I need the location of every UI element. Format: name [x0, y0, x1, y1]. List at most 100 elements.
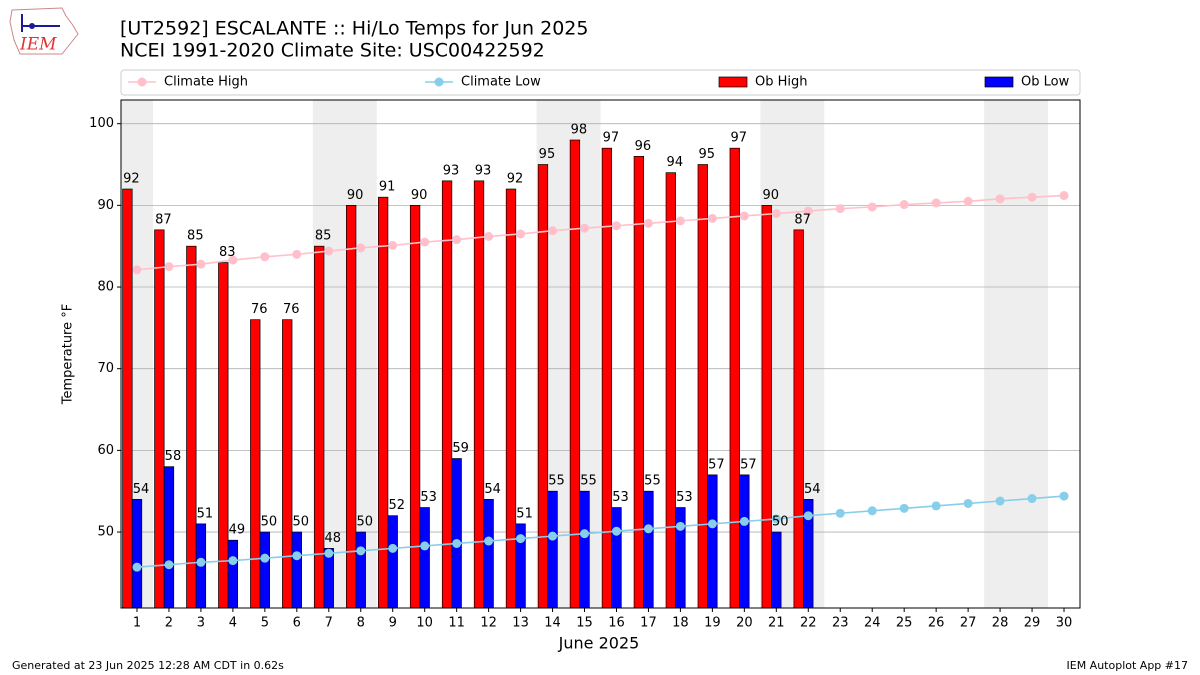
bar [259, 531, 270, 608]
data-label: 85 [315, 229, 332, 244]
marker [643, 524, 653, 534]
marker [548, 531, 558, 541]
x-tick-label: 23 [832, 616, 849, 631]
bar [227, 539, 239, 608]
marker [260, 252, 270, 262]
marker [739, 211, 749, 221]
marker [995, 194, 1005, 204]
marker [452, 235, 462, 245]
marker [228, 556, 238, 566]
marker [228, 255, 238, 265]
bar [803, 499, 814, 608]
marker [420, 541, 430, 551]
y-tick-label: 80 [97, 280, 114, 295]
y-tick-label: 60 [97, 443, 114, 458]
x-tick-label: 6 [293, 616, 301, 631]
x-tick-label: 13 [512, 616, 529, 631]
bar [697, 164, 708, 608]
legend-swatch [718, 76, 748, 88]
marker [675, 216, 685, 226]
legend-label: Climate Low [461, 75, 541, 90]
x-tick-label: 18 [672, 616, 689, 631]
bar [547, 490, 558, 608]
marker [803, 511, 813, 521]
logo-icon [29, 23, 35, 29]
weekend-band [984, 100, 1049, 608]
legend-label: Ob Low [1021, 75, 1070, 90]
bar [579, 490, 590, 608]
data-label: 58 [165, 449, 182, 464]
marker [164, 262, 174, 272]
data-label: 53 [420, 490, 437, 505]
x-tick-label: 1 [133, 616, 141, 631]
data-label: 51 [516, 506, 533, 521]
axes-frame [120, 99, 1081, 609]
x-tick-label: 14 [544, 616, 561, 631]
bar [346, 205, 357, 608]
plot-area [122, 139, 1069, 608]
logo-outline [9, 7, 79, 55]
bar [186, 245, 197, 608]
marker [516, 229, 526, 239]
bar [611, 507, 622, 608]
x-tick-label: 25 [896, 616, 913, 631]
marker [132, 562, 142, 572]
x-tick-label: 2 [165, 616, 173, 631]
data-label: 54 [804, 482, 821, 497]
x-tick-label: 17 [640, 616, 657, 631]
data-label: 52 [388, 498, 405, 513]
marker [835, 204, 845, 214]
x-tick-label: 15 [576, 616, 593, 631]
marker [899, 200, 909, 210]
marker [643, 218, 653, 228]
x-tick-label: 8 [357, 616, 365, 631]
data-label: 55 [548, 474, 565, 489]
marker [963, 498, 973, 508]
marker [963, 196, 973, 206]
data-label: 50 [261, 515, 278, 530]
data-label: 53 [612, 490, 629, 505]
marker [580, 529, 590, 539]
x-tick-label: 16 [608, 616, 625, 631]
data-label: 57 [708, 457, 725, 472]
marker [548, 226, 558, 236]
marker [771, 209, 781, 219]
data-label: 95 [699, 147, 716, 162]
x-tick-label: 20 [736, 616, 753, 631]
marker [707, 213, 717, 223]
x-tick-label: 10 [416, 616, 433, 631]
y-tick-label: 90 [97, 198, 114, 213]
marker [452, 538, 462, 548]
data-label: 96 [635, 139, 652, 154]
marker [164, 560, 174, 570]
bar [314, 245, 325, 608]
logo: IEM [9, 7, 79, 55]
marker [899, 503, 909, 513]
bar [473, 180, 485, 608]
x-tick-label: 27 [960, 616, 977, 631]
bar [409, 205, 421, 608]
data-label: 50 [293, 515, 310, 530]
data-label: 92 [507, 172, 524, 187]
marker [739, 516, 749, 526]
x-tick-label: 26 [928, 616, 945, 631]
data-label: 76 [283, 302, 300, 317]
marker [420, 237, 430, 247]
y-axis-label: Temperature °F [61, 304, 76, 405]
data-label: 93 [475, 163, 492, 178]
y-tick-label: 70 [97, 361, 114, 376]
x-tick-label: 30 [1056, 616, 1073, 631]
marker [388, 240, 398, 250]
marker [484, 231, 494, 241]
bar [505, 188, 517, 608]
marker [675, 521, 685, 531]
bar [569, 139, 581, 608]
data-label: 50 [356, 515, 373, 530]
bar [729, 147, 740, 608]
data-label: 49 [229, 523, 246, 538]
bar [282, 319, 293, 608]
data-label: 87 [794, 212, 811, 227]
data-label: 48 [325, 531, 342, 546]
logo-text: IEM [19, 35, 57, 55]
marker [356, 546, 366, 556]
